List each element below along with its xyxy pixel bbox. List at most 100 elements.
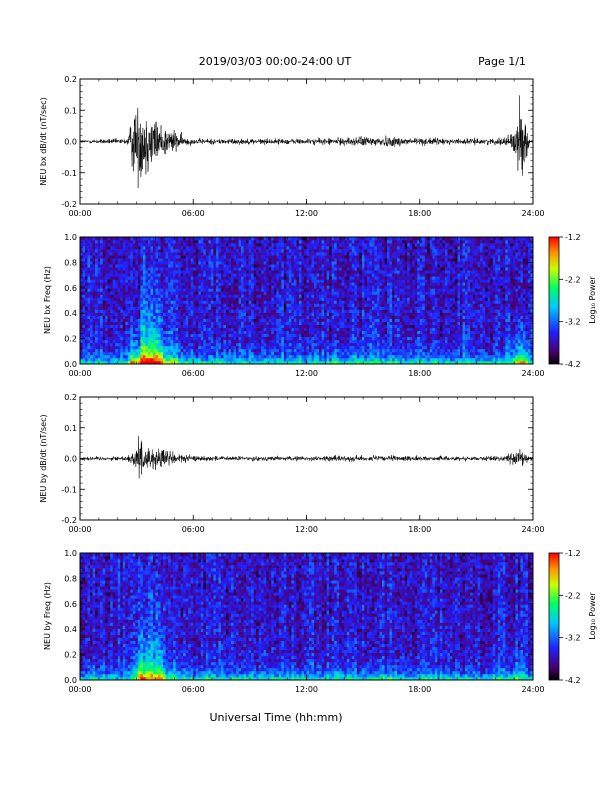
spectrogram-cell xyxy=(336,303,340,307)
spectrogram-cell xyxy=(248,327,252,332)
spectrogram-cell xyxy=(183,243,186,247)
y-tick-label: -0.2 xyxy=(61,200,77,209)
spectrogram-cell xyxy=(112,276,116,280)
spectrogram-cell xyxy=(198,333,202,338)
spectrogram-cell xyxy=(276,267,280,271)
spectrogram-cell xyxy=(120,354,124,359)
spectrogram-cell xyxy=(160,309,164,313)
spectrogram-cell xyxy=(220,252,224,256)
spectrogram-cell xyxy=(158,336,161,341)
spectrogram-cell xyxy=(178,297,181,301)
spectrogram-cell xyxy=(236,342,239,347)
spectrogram-cell xyxy=(324,333,327,338)
spectrogram-cell xyxy=(170,309,174,313)
spectrogram-cell xyxy=(165,303,169,307)
spectrogram-cell xyxy=(140,309,144,313)
spectrogram-cell xyxy=(92,330,96,335)
spectrogram-cell xyxy=(198,309,202,313)
spectrogram-cell xyxy=(140,291,144,295)
spectrogram-cell xyxy=(107,321,111,325)
spectrogram-cell xyxy=(163,318,166,322)
spectrogram-cell xyxy=(152,300,156,304)
spectrogram-cell xyxy=(183,315,186,319)
spectrogram-cell xyxy=(95,249,98,253)
spectrogram-cell xyxy=(82,285,86,289)
spectrogram-cell xyxy=(97,249,101,253)
spectrogram-cell xyxy=(324,258,327,262)
spectrogram-cell xyxy=(256,312,259,316)
spectrogram-cell xyxy=(293,258,297,262)
spectrogram-cell xyxy=(231,360,234,365)
spectrogram-cell xyxy=(190,258,194,262)
spectrogram-cell xyxy=(163,294,166,298)
spectrogram-cell xyxy=(158,327,161,332)
spectrogram-cell xyxy=(208,279,212,283)
spectrogram-cell xyxy=(303,282,307,286)
spectrogram-cell xyxy=(296,300,300,304)
spectrogram-cell xyxy=(168,312,171,316)
spectrogram-cell xyxy=(324,324,327,329)
spectrogram-cell xyxy=(246,306,249,310)
spectrogram-cell xyxy=(283,255,287,259)
spectrogram-cell xyxy=(369,324,373,329)
spectrogram-cell xyxy=(263,354,267,359)
spectrogram-cell xyxy=(122,255,126,259)
spectrogram-cell xyxy=(281,249,285,253)
spectrogram-cell xyxy=(326,264,330,268)
spectrogram-cell xyxy=(283,321,287,325)
spectrogram-cell xyxy=(165,327,169,332)
spectrogram-cell xyxy=(85,261,88,265)
spectrogram-cell xyxy=(248,333,252,338)
spectrogram-cell xyxy=(213,330,217,335)
spectrogram-cell xyxy=(314,258,317,262)
spectrogram-cell xyxy=(306,342,310,347)
spectrogram-cell xyxy=(366,237,370,241)
spectrogram-cell xyxy=(130,324,134,329)
spectrogram-cell xyxy=(268,246,272,250)
spectrogram-cell xyxy=(107,267,111,271)
spectrogram-cell xyxy=(321,258,325,262)
spectrogram-cell xyxy=(198,285,202,289)
spectrogram-cell xyxy=(268,264,272,268)
spectrogram-cell xyxy=(288,306,292,310)
spectrogram-cell xyxy=(253,267,257,271)
spectrogram-cell xyxy=(150,237,154,241)
spectrogram-cell xyxy=(266,309,270,313)
spectrogram-cell xyxy=(366,318,370,322)
spectrogram-cell xyxy=(170,252,174,256)
spectrogram-cell xyxy=(336,294,340,298)
spectrogram-cell xyxy=(263,327,267,332)
spectrogram-cell xyxy=(329,348,332,353)
spectrogram-cell xyxy=(137,348,141,353)
spectrogram-cell xyxy=(218,294,222,298)
spectrogram-cell xyxy=(152,312,156,316)
spectrogram-cell xyxy=(319,309,322,313)
spectrogram-cell xyxy=(278,309,282,313)
spectrogram-cell xyxy=(220,294,224,298)
spectrogram-cell xyxy=(301,327,305,332)
spectrogram-cell xyxy=(268,360,272,365)
spectrogram-cell xyxy=(273,333,277,338)
spectrogram-cell xyxy=(258,249,262,253)
spectrogram-cell xyxy=(173,273,176,277)
spectrogram-cell xyxy=(233,342,237,347)
spectrogram-cell xyxy=(188,270,192,274)
spectrogram-cell xyxy=(145,351,149,356)
spectrogram-cell xyxy=(309,303,312,307)
spectrogram-cell xyxy=(188,318,192,322)
spectrogram-cell xyxy=(324,351,327,356)
spectrogram-cell xyxy=(354,324,358,329)
spectrogram-cell xyxy=(369,273,373,277)
spectrogram-cell xyxy=(160,354,164,359)
spectrogram-cell xyxy=(178,318,181,322)
spectrogram-cell xyxy=(130,264,134,268)
spectrogram-cell xyxy=(329,267,332,271)
spectrogram-cell xyxy=(90,276,93,280)
spectrogram-cell xyxy=(273,360,277,365)
spectrogram-cell xyxy=(110,282,114,286)
spectrogram-cell xyxy=(82,339,86,344)
spectrogram-cell xyxy=(200,345,204,350)
spectrogram-cell xyxy=(100,339,103,344)
spectrogram-cell xyxy=(236,330,239,335)
spectrogram-cell xyxy=(150,243,154,247)
